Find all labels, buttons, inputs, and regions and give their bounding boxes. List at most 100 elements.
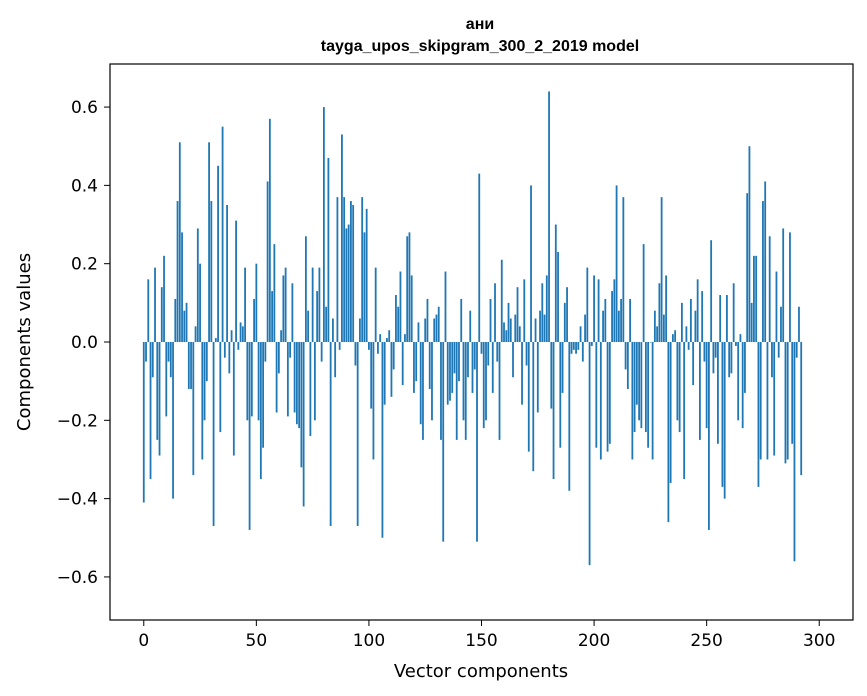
- bar: [712, 342, 715, 374]
- bar: [169, 342, 172, 378]
- bar: [586, 267, 589, 342]
- bar: [440, 342, 442, 440]
- bar: [467, 342, 469, 378]
- bar: [311, 267, 314, 342]
- bar: [363, 232, 366, 342]
- bar: [626, 342, 629, 389]
- bar: [374, 267, 377, 342]
- bar: [620, 298, 622, 342]
- bar: [219, 342, 222, 433]
- bar: [667, 342, 670, 523]
- bar: [638, 342, 641, 421]
- bar: [678, 342, 681, 433]
- bar: [255, 263, 258, 342]
- bar: [343, 197, 346, 342]
- bar: [692, 342, 695, 386]
- bar: [199, 263, 201, 342]
- bar: [266, 181, 269, 342]
- bar: [458, 342, 460, 382]
- bar: [737, 342, 740, 421]
- bar: [687, 342, 690, 350]
- bar: [415, 342, 418, 382]
- bar: [597, 279, 600, 342]
- bar: [372, 342, 375, 460]
- bar: [768, 236, 771, 342]
- bar: [660, 197, 663, 342]
- bar: [241, 326, 244, 342]
- bar: [473, 342, 476, 370]
- bar: [273, 244, 276, 342]
- bar: [210, 201, 213, 342]
- bar: [608, 342, 611, 444]
- bar: [264, 342, 267, 362]
- bar: [214, 338, 217, 342]
- bar: [793, 342, 796, 562]
- bar: [226, 204, 228, 342]
- bar: [735, 342, 737, 346]
- bar: [744, 342, 746, 393]
- bar: [498, 342, 501, 440]
- x-tick-label: 100: [353, 631, 385, 651]
- bar: [489, 298, 492, 342]
- bar: [190, 342, 192, 389]
- bar: [268, 118, 271, 342]
- bar: [559, 342, 562, 448]
- bar: [649, 342, 652, 343]
- bar: [399, 271, 402, 342]
- bar: [196, 228, 199, 342]
- bar: [232, 342, 235, 456]
- bar: [741, 342, 744, 429]
- x-tick-label: 200: [578, 631, 610, 651]
- bar: [784, 342, 787, 464]
- bar: [685, 326, 688, 342]
- bar: [755, 255, 758, 342]
- bar: [615, 185, 618, 342]
- bar: [221, 126, 224, 343]
- bar: [178, 142, 181, 342]
- chart-subtitle: tayga_upos_skipgram_300_2_2019 model: [321, 38, 639, 55]
- bar: [379, 334, 382, 342]
- bar: [386, 338, 388, 342]
- bar: [313, 342, 316, 421]
- bar: [347, 224, 350, 342]
- bar: [237, 342, 240, 350]
- bar: [726, 295, 728, 342]
- bar: [599, 342, 602, 460]
- bar: [640, 342, 643, 429]
- bar: [352, 204, 355, 342]
- bar: [491, 342, 494, 393]
- bar: [539, 310, 541, 342]
- bar: [775, 271, 778, 342]
- y-tick-label: 0.0: [71, 333, 98, 353]
- bar: [723, 342, 726, 499]
- bar: [223, 342, 226, 358]
- bar: [714, 342, 717, 358]
- bar: [316, 291, 319, 342]
- bar: [563, 302, 566, 342]
- bar: [701, 291, 704, 342]
- y-axis-label: Components values: [14, 253, 35, 431]
- bar: [282, 275, 285, 342]
- bar: [721, 342, 724, 487]
- bar: [154, 267, 156, 342]
- bar: [575, 342, 577, 354]
- bar: [257, 342, 260, 421]
- bar: [424, 318, 427, 342]
- bar: [647, 342, 650, 448]
- bar: [703, 342, 706, 362]
- bar: [791, 342, 794, 444]
- bar: [433, 318, 436, 342]
- bar: [548, 91, 550, 342]
- bar: [577, 342, 580, 350]
- bar: [149, 342, 152, 480]
- bar: [572, 342, 575, 350]
- bar: [417, 322, 420, 342]
- bar: [669, 342, 672, 483]
- bar: [719, 295, 722, 342]
- bar: [142, 342, 145, 503]
- bar: [332, 318, 334, 342]
- bar: [543, 314, 546, 342]
- bar: [469, 310, 472, 342]
